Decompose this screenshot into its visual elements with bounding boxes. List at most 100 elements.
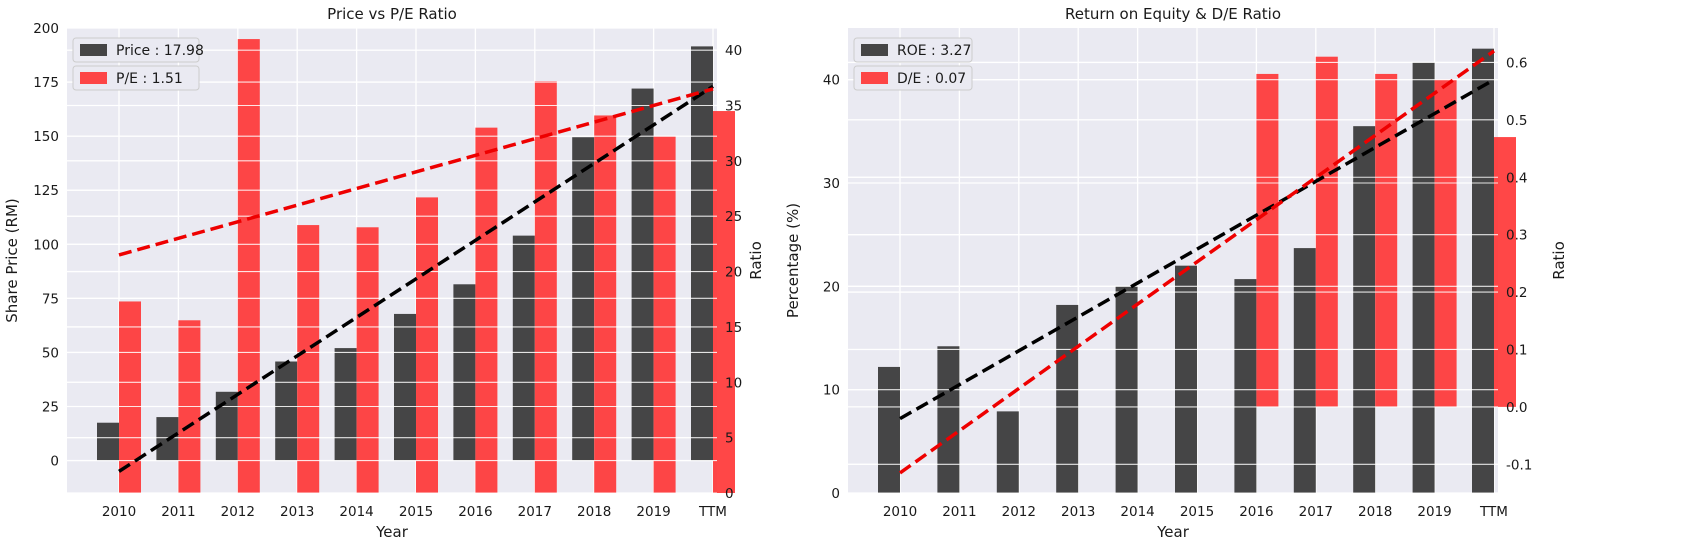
bar-price	[215, 391, 238, 461]
y2-tick-label: 0.0	[1506, 400, 1527, 416]
legend-swatch	[861, 44, 888, 56]
bar-pe	[534, 81, 557, 494]
bar-roe	[878, 366, 900, 493]
x-tick-label: 2014	[339, 504, 373, 520]
bar-price	[275, 361, 298, 461]
chart-title: Return on Equity & D/E Ratio	[1065, 5, 1281, 23]
x-tick-label: 2010	[883, 504, 917, 520]
bar-pe	[356, 227, 379, 494]
trendline-pe	[118, 87, 714, 257]
chart-title: Price vs P/E Ratio	[327, 5, 457, 23]
y-tick-label: 30	[823, 176, 840, 192]
x-tick-label: 2010	[102, 504, 136, 520]
x-axis-label: Year	[375, 523, 409, 541]
x-tick-label: 2017	[518, 504, 552, 520]
y-tick-label: 0	[50, 454, 59, 470]
trendline-de	[898, 49, 1496, 475]
chart-panel-1: Price : 17.98 P/E : 1.51	[67, 27, 735, 494]
x-tick-label: 2016	[1239, 504, 1273, 520]
bar-pe	[713, 111, 735, 494]
x-axis-label: Year	[1156, 523, 1190, 541]
x-tick-label: 2014	[1120, 504, 1154, 520]
legend-swatch	[80, 72, 107, 84]
bar-pe	[416, 197, 438, 493]
bar-pe	[297, 225, 320, 494]
bar-roe	[996, 411, 1019, 493]
x-tick-label: 2015	[399, 504, 433, 520]
legend-entry: Price : 17.98	[72, 37, 204, 63]
legend-entry: ROE : 3.27	[853, 37, 973, 63]
x-tick-label: 2015	[1180, 504, 1214, 520]
legend-label: Price : 17.98	[116, 43, 204, 59]
bar-pe	[594, 115, 617, 493]
y2-tick-label: 0	[725, 486, 734, 502]
bar-price	[394, 313, 416, 461]
y-tick-label: 175	[33, 75, 59, 91]
x-tick-label: 2018	[1358, 504, 1392, 520]
y2-tick-label: 40	[725, 43, 742, 59]
legend-swatch	[861, 72, 888, 84]
y-tick-label: 0	[831, 486, 840, 502]
y-tick-label: 150	[33, 129, 59, 145]
y-tick-label: 75	[42, 291, 59, 307]
x-tick-label: TTM	[1479, 504, 1508, 520]
bar-roe	[937, 346, 960, 493]
legend-entry: P/E : 1.51	[72, 65, 200, 91]
bar-pe	[119, 301, 141, 493]
bar-price	[631, 88, 654, 461]
y-tick-label: 100	[33, 237, 59, 253]
bar-de	[1434, 79, 1457, 407]
x-tick-label: 2017	[1299, 504, 1333, 520]
trendline-price	[118, 84, 714, 473]
bar-pe	[475, 127, 498, 494]
y-tick-label: 25	[42, 399, 59, 415]
x-tick-label: 2011	[161, 504, 195, 520]
y-tick-label: 200	[33, 21, 59, 37]
bar-de	[1494, 137, 1516, 407]
bar-pe	[653, 136, 676, 493]
x-tick-label: 2018	[577, 504, 611, 520]
y2-tick-label: 0.4	[1506, 170, 1527, 186]
bar-price	[97, 422, 119, 461]
bar-roe	[1175, 265, 1197, 493]
bar-de	[1375, 73, 1398, 407]
y2-tick-label: 0.2	[1506, 285, 1527, 301]
bar-roe	[1293, 248, 1316, 493]
y2-tick-label: 0.3	[1506, 228, 1527, 244]
x-tick-label: 2011	[942, 504, 976, 520]
y2-tick-label: 0.5	[1506, 113, 1527, 129]
bar-de	[1315, 56, 1338, 407]
y2-tick-label: 30	[725, 154, 742, 170]
x-tick-label: TTM	[698, 504, 727, 520]
y2-tick-label: 5	[725, 431, 734, 447]
y2-tick-label: 0.6	[1506, 55, 1527, 71]
y-axis-label: Share Price (RM)	[3, 198, 21, 322]
legend-swatch	[80, 44, 107, 56]
x-tick-label: 2013	[280, 504, 314, 520]
legend-label: D/E : 0.07	[897, 71, 966, 87]
y2-axis-label: Ratio	[1550, 241, 1568, 280]
x-tick-label: 2013	[1061, 504, 1095, 520]
x-tick-label: 2019	[636, 504, 670, 520]
legend-label: ROE : 3.27	[897, 43, 971, 59]
y2-tick-label: 20	[725, 265, 742, 281]
bar-de	[1256, 73, 1279, 407]
bar-roe	[1234, 279, 1257, 493]
y2-tick-label: 10	[725, 375, 742, 391]
y-tick-label: 10	[823, 383, 840, 399]
legend-label: P/E : 1.51	[116, 71, 183, 87]
y-tick-label: 40	[823, 73, 840, 89]
y2-axis-label: Ratio	[747, 241, 765, 280]
legend-entry: D/E : 0.07	[853, 65, 973, 91]
bar-price	[512, 235, 535, 461]
x-tick-label: 2012	[221, 504, 255, 520]
y2-tick-label: 25	[725, 209, 742, 225]
y2-tick-label: 0.1	[1506, 342, 1527, 358]
bar-price	[691, 46, 713, 461]
y2-tick-label: 15	[725, 320, 742, 336]
bar-price	[334, 348, 357, 461]
y-axis-label: Percentage (%)	[784, 203, 802, 318]
bar-pe	[237, 39, 260, 493]
y-tick-label: 50	[42, 345, 59, 361]
